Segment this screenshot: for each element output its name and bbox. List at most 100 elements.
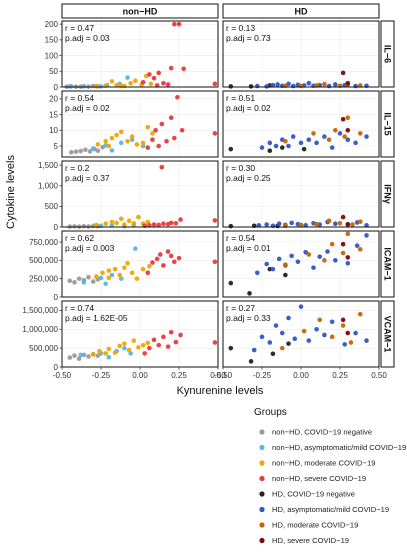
correlation-r: r = 0.30 <box>226 163 255 173</box>
y-tick-label: 15 <box>49 110 58 119</box>
data-point <box>103 221 108 226</box>
data-point <box>350 222 355 227</box>
data-point <box>270 82 276 88</box>
data-point <box>329 145 335 150</box>
data-point <box>267 148 273 154</box>
data-point <box>345 127 351 133</box>
data-point <box>247 291 252 296</box>
data-point <box>298 140 304 146</box>
data-point <box>340 317 346 323</box>
x-tick-label: -0.50 <box>53 371 72 380</box>
data-point <box>345 260 351 266</box>
y-tick-label: 0 <box>54 223 59 232</box>
data-point <box>94 274 99 279</box>
correlation-r: r = 0.74 <box>65 303 94 313</box>
data-point <box>122 83 127 89</box>
correlation-r: r = 0.13 <box>226 23 255 33</box>
data-point <box>322 258 327 263</box>
data-point <box>340 241 346 247</box>
data-point <box>322 134 327 139</box>
data-point <box>122 341 127 346</box>
data-point <box>264 222 269 227</box>
data-point <box>276 256 282 262</box>
data-point <box>326 83 332 89</box>
data-point <box>125 260 130 266</box>
data-point <box>67 84 73 89</box>
data-point <box>286 315 291 321</box>
column-strip-1 <box>222 3 380 19</box>
data-point <box>333 82 338 87</box>
row-strip-1 <box>380 90 395 158</box>
data-point <box>140 79 146 85</box>
x-tick-label: 0.50 <box>371 371 387 380</box>
data-point <box>176 255 182 261</box>
data-point <box>140 342 146 348</box>
panel-r0-c1: r = 0.13p.adj = 0.73 <box>222 20 380 89</box>
legend-item: non−HD, COVID−19 negative <box>259 428 372 437</box>
data-point <box>168 330 174 335</box>
data-point <box>128 80 133 86</box>
data-point <box>267 140 273 146</box>
correlation-padj: p.adj = 0.03 <box>65 33 110 43</box>
correlation-r: r = 0.27 <box>226 303 255 313</box>
data-point <box>114 132 119 138</box>
legend-label: HD, moderate COVID−19 <box>272 521 358 530</box>
data-point <box>337 220 343 226</box>
data-point <box>228 280 234 286</box>
data-point <box>329 319 335 325</box>
data-point <box>145 124 151 130</box>
data-point <box>67 278 73 284</box>
data-point <box>140 143 146 149</box>
data-point <box>156 222 162 228</box>
x-tick-label: 0.00 <box>132 371 148 380</box>
data-point <box>333 127 338 133</box>
data-point <box>161 221 166 226</box>
data-point <box>117 343 123 349</box>
row-strip-label: IL−15 <box>383 112 393 135</box>
data-point <box>357 131 363 136</box>
y-tick-label: 0 <box>54 293 59 302</box>
data-point <box>255 83 260 89</box>
data-point <box>109 219 115 225</box>
data-point <box>159 164 165 170</box>
data-point <box>286 143 291 149</box>
data-point <box>122 345 127 351</box>
data-point <box>314 140 319 146</box>
data-point <box>270 351 276 357</box>
data-point <box>154 256 160 262</box>
data-point <box>322 332 327 338</box>
data-point <box>151 222 157 227</box>
data-point <box>151 337 157 343</box>
data-point <box>81 84 87 89</box>
correlation-r: r = 0.2 <box>65 163 90 173</box>
column-strip-0 <box>61 3 219 19</box>
data-point <box>178 332 183 338</box>
data-point <box>83 147 88 153</box>
legend-swatch <box>259 475 265 482</box>
panel-r1-c1: r = 0.51p.adj = 0.02 <box>222 90 380 158</box>
data-point <box>311 131 316 136</box>
data-point <box>329 334 335 340</box>
legend-item: HD, severe COVID−19 <box>259 536 349 545</box>
data-point <box>181 66 186 72</box>
legend-swatch <box>259 506 265 513</box>
data-point <box>357 219 363 224</box>
data-point <box>273 323 279 328</box>
data-point <box>264 261 269 267</box>
data-point <box>94 222 99 228</box>
data-point <box>133 78 138 84</box>
data-point <box>306 80 312 86</box>
data-point <box>140 140 146 146</box>
data-point <box>168 115 174 121</box>
data-point <box>175 94 180 100</box>
data-point <box>306 252 312 257</box>
legend-swatch <box>259 460 265 466</box>
data-point <box>148 81 154 87</box>
legend-swatch <box>259 491 265 497</box>
data-point <box>94 83 99 89</box>
data-point <box>140 266 146 272</box>
data-point <box>122 222 127 227</box>
legend-item: non−HD, asymptomatic/mild COVID−19 <box>259 443 406 452</box>
y-tick-label: 50 <box>49 67 58 76</box>
data-point <box>161 263 166 268</box>
